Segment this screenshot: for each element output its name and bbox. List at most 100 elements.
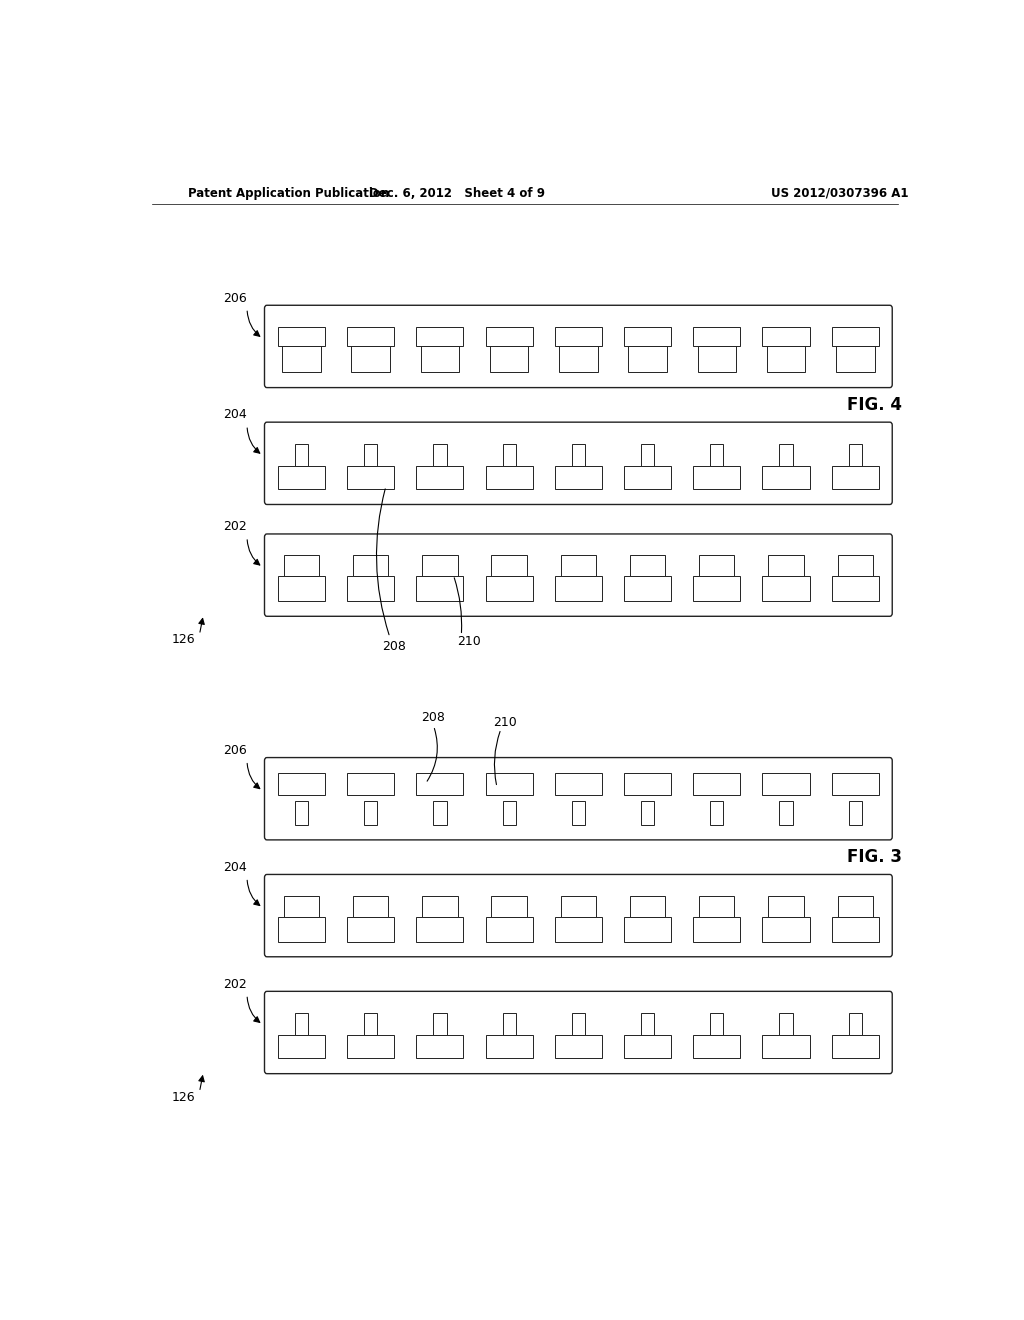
Bar	[561, 896, 596, 916]
Bar	[433, 1014, 446, 1035]
Text: 202: 202	[223, 978, 247, 990]
Bar	[849, 444, 862, 466]
Text: 206: 206	[223, 743, 247, 756]
Bar	[711, 444, 723, 466]
FancyBboxPatch shape	[264, 422, 892, 504]
Text: 210: 210	[494, 715, 517, 729]
Bar	[278, 466, 325, 490]
Bar	[693, 466, 740, 490]
Bar	[624, 772, 671, 795]
Bar	[763, 576, 810, 601]
Bar	[347, 466, 394, 490]
Bar	[284, 556, 319, 576]
Bar	[571, 801, 585, 825]
Bar	[347, 327, 394, 346]
FancyArrowPatch shape	[427, 729, 437, 781]
Bar	[693, 327, 740, 346]
Text: FIG. 4: FIG. 4	[847, 396, 902, 414]
Bar	[417, 327, 464, 346]
Bar	[555, 916, 602, 941]
Bar	[492, 896, 526, 916]
Bar	[767, 346, 805, 372]
Bar	[555, 466, 602, 490]
Bar	[278, 576, 325, 601]
Bar	[365, 1014, 377, 1035]
Bar	[433, 801, 446, 825]
FancyBboxPatch shape	[264, 305, 892, 388]
Bar	[561, 556, 596, 576]
Bar	[779, 801, 793, 825]
Bar	[838, 556, 872, 576]
FancyArrowPatch shape	[495, 731, 500, 784]
Bar	[278, 1035, 325, 1059]
Text: US 2012/0307396 A1: US 2012/0307396 A1	[771, 187, 908, 199]
Bar	[779, 444, 793, 466]
Bar	[779, 1014, 793, 1035]
Bar	[295, 444, 308, 466]
Bar	[555, 327, 602, 346]
Bar	[641, 801, 654, 825]
Bar	[624, 466, 671, 490]
Bar	[485, 916, 532, 941]
Text: FIG. 3: FIG. 3	[847, 849, 902, 866]
Bar	[503, 1014, 516, 1035]
Bar	[693, 916, 740, 941]
Bar	[831, 916, 879, 941]
Bar	[492, 556, 526, 576]
Bar	[365, 801, 377, 825]
Bar	[422, 896, 458, 916]
FancyBboxPatch shape	[264, 991, 892, 1073]
Bar	[347, 916, 394, 941]
Bar	[347, 1035, 394, 1059]
Bar	[283, 346, 321, 372]
Bar	[503, 801, 516, 825]
Bar	[763, 1035, 810, 1059]
Bar	[831, 327, 879, 346]
Text: 126: 126	[172, 634, 196, 647]
Bar	[693, 576, 740, 601]
Bar	[555, 772, 602, 795]
Bar	[641, 444, 654, 466]
Bar	[485, 466, 532, 490]
Bar	[417, 916, 464, 941]
Bar	[278, 916, 325, 941]
Bar	[693, 772, 740, 795]
Bar	[763, 466, 810, 490]
FancyBboxPatch shape	[264, 874, 892, 957]
Bar	[555, 1035, 602, 1059]
Bar	[347, 576, 394, 601]
Bar	[763, 916, 810, 941]
Bar	[284, 896, 319, 916]
Bar	[697, 346, 736, 372]
Bar	[351, 346, 390, 372]
Bar	[485, 576, 532, 601]
Text: 126: 126	[172, 1090, 196, 1104]
Bar	[503, 444, 516, 466]
Bar	[571, 444, 585, 466]
Text: 210: 210	[458, 635, 481, 648]
Bar	[421, 346, 459, 372]
Bar	[433, 444, 446, 466]
Bar	[278, 327, 325, 346]
Bar	[831, 1035, 879, 1059]
Bar	[624, 1035, 671, 1059]
Bar	[699, 896, 734, 916]
Text: Patent Application Publication: Patent Application Publication	[187, 187, 389, 199]
Bar	[768, 556, 804, 576]
Bar	[295, 1014, 308, 1035]
Bar	[295, 801, 308, 825]
Bar	[763, 772, 810, 795]
Bar	[417, 466, 464, 490]
Bar	[624, 327, 671, 346]
Bar	[831, 576, 879, 601]
FancyBboxPatch shape	[264, 535, 892, 616]
Bar	[699, 556, 734, 576]
Bar	[485, 327, 532, 346]
Bar	[417, 1035, 464, 1059]
Text: 202: 202	[223, 520, 247, 533]
Bar	[630, 896, 666, 916]
Bar	[630, 556, 666, 576]
Bar	[353, 556, 388, 576]
Text: 204: 204	[223, 408, 247, 421]
Bar	[422, 556, 458, 576]
